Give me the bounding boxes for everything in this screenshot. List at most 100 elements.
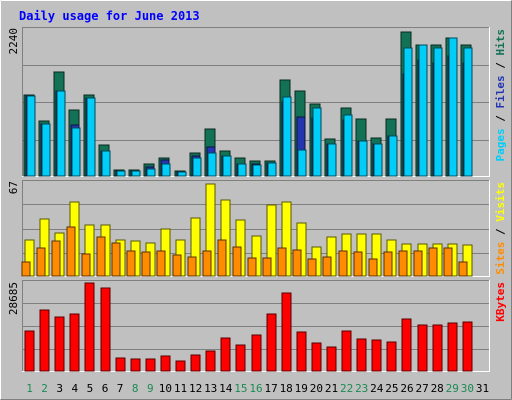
bar-pages-day-10: [161, 163, 171, 177]
bar-kbytes-day-1: [24, 330, 35, 372]
bar-pages-day-1: [26, 95, 36, 177]
bar-sites-day-14: [217, 239, 227, 277]
bar-kbytes-day-26: [401, 318, 412, 372]
legend-entry-hits: Hits: [494, 29, 507, 56]
bar-sites-day-24: [368, 258, 378, 277]
legend-entry-kbytes: KBytes: [494, 282, 507, 322]
legend-entry-sites: Sites: [494, 242, 507, 275]
bar-kbytes-day-18: [281, 292, 292, 372]
x-label-day-10: 10: [159, 382, 172, 395]
bar-sites-day-26: [398, 250, 408, 277]
bar-kbytes-day-12: [190, 354, 201, 372]
bar-pages-day-9: [146, 168, 156, 177]
x-label-day-13: 13: [204, 382, 217, 395]
bar-sites-day-22: [338, 250, 348, 277]
bar-kbytes-day-15: [235, 344, 246, 372]
bar-kbytes-day-28: [432, 324, 443, 372]
bar-pages-day-13: [207, 152, 217, 177]
bar-kbytes-day-17: [266, 313, 277, 372]
x-label-day-15: 15: [234, 382, 247, 395]
bar-sites-day-19: [292, 249, 302, 277]
bar-sites-day-12: [187, 256, 197, 277]
bar-kbytes-day-6: [100, 287, 111, 372]
x-label-day-5: 5: [87, 382, 94, 395]
x-label-day-24: 24: [370, 382, 384, 395]
bar-pages-day-22: [343, 114, 353, 177]
bar-sites-day-6: [96, 236, 106, 277]
bar-sites-day-3: [51, 240, 61, 277]
x-label-day-6: 6: [102, 382, 109, 395]
bar-kbytes-day-10: [160, 355, 171, 372]
bar-kbytes-day-22: [341, 330, 352, 372]
bar-pages-day-7: [116, 170, 126, 177]
bar-kbytes-day-13: [205, 350, 216, 372]
bar-sites-day-4: [66, 226, 76, 277]
bar-pages-day-26: [403, 47, 413, 177]
legend-entry-files: Files: [494, 75, 507, 108]
legend-separator: /: [494, 56, 507, 76]
legend: Sites / Visits: [494, 182, 507, 275]
x-label-day-12: 12: [189, 382, 202, 395]
bar-kbytes-day-9: [145, 358, 156, 372]
x-label-day-20: 20: [310, 382, 323, 395]
bar-pages-day-24: [373, 143, 383, 177]
x-label-day-28: 28: [431, 382, 444, 395]
bar-kbytes-day-11: [175, 360, 186, 372]
bar-pages-day-28: [433, 47, 443, 177]
legend-entry-visits: Visits: [494, 182, 507, 222]
bar-pages-day-29: [448, 37, 458, 177]
legend-separator: /: [494, 109, 507, 129]
x-label-day-8: 8: [132, 382, 139, 395]
bar-pages-day-2: [41, 123, 51, 177]
bar-kbytes-day-21: [326, 346, 337, 372]
x-label-day-14: 14: [219, 382, 233, 395]
x-label-day-7: 7: [117, 382, 124, 395]
bar-sites-day-1: [21, 261, 31, 277]
x-label-day-2: 2: [41, 382, 48, 395]
bar-sites-day-13: [202, 250, 212, 277]
bar-sites-day-29: [443, 247, 453, 277]
bar-pages-day-17: [267, 162, 277, 177]
x-label-day-3: 3: [56, 382, 63, 395]
bar-sites-day-16: [247, 257, 257, 277]
x-label-day-26: 26: [400, 382, 413, 395]
bar-sites-day-17: [262, 257, 272, 277]
bar-kbytes-day-14: [220, 337, 231, 372]
bar-pages-day-11: [177, 171, 187, 177]
bar-pages-day-15: [237, 163, 247, 177]
bar-pages-day-19: [297, 149, 307, 177]
max-value-label: 2240: [7, 28, 20, 55]
bar-sites-day-9: [141, 251, 151, 277]
x-label-day-16: 16: [249, 382, 262, 395]
bar-kbytes-day-29: [447, 322, 458, 372]
bar-kbytes-day-24: [371, 339, 382, 372]
legend: KBytes: [494, 282, 507, 322]
chart-title: Daily usage for June 2013: [19, 9, 200, 23]
bar-pages-day-5: [86, 97, 96, 177]
x-label-day-31: 31: [476, 382, 489, 395]
bar-kbytes-day-7: [115, 357, 126, 372]
bar-sites-day-10: [156, 250, 166, 277]
bar-sites-day-18: [277, 247, 287, 277]
x-label-day-27: 27: [415, 382, 428, 395]
x-label-day-11: 11: [174, 382, 187, 395]
x-label-day-25: 25: [385, 382, 398, 395]
x-label-day-9: 9: [147, 382, 154, 395]
panel-visits-sites: 67 Sites / Visits: [7, 180, 507, 277]
bar-sites-day-23: [353, 251, 363, 277]
bar-pages-day-8: [131, 170, 141, 177]
bar-pages-day-14: [222, 155, 232, 177]
x-axis-labels: 1 2 3 4 5 6 7 8 9 10 11 12 13 14 15 16 17 18 19 20 21 22 23 24 2…: [26, 382, 489, 395]
bar-kbytes-day-3: [54, 316, 65, 372]
bar-pages-day-12: [192, 157, 202, 177]
bar-sites-day-20: [307, 258, 317, 277]
bar-kbytes-day-25: [386, 341, 397, 372]
bar-kbytes-day-2: [39, 309, 50, 372]
legend: Pages / Files / Hits: [494, 29, 507, 162]
legend-separator: /: [494, 222, 507, 242]
bar-pages-day-18: [282, 96, 292, 177]
bar-pages-day-16: [252, 164, 262, 177]
panel-kbytes: 28685 KBytes: [7, 280, 507, 372]
max-value-label: 28685: [7, 282, 20, 315]
